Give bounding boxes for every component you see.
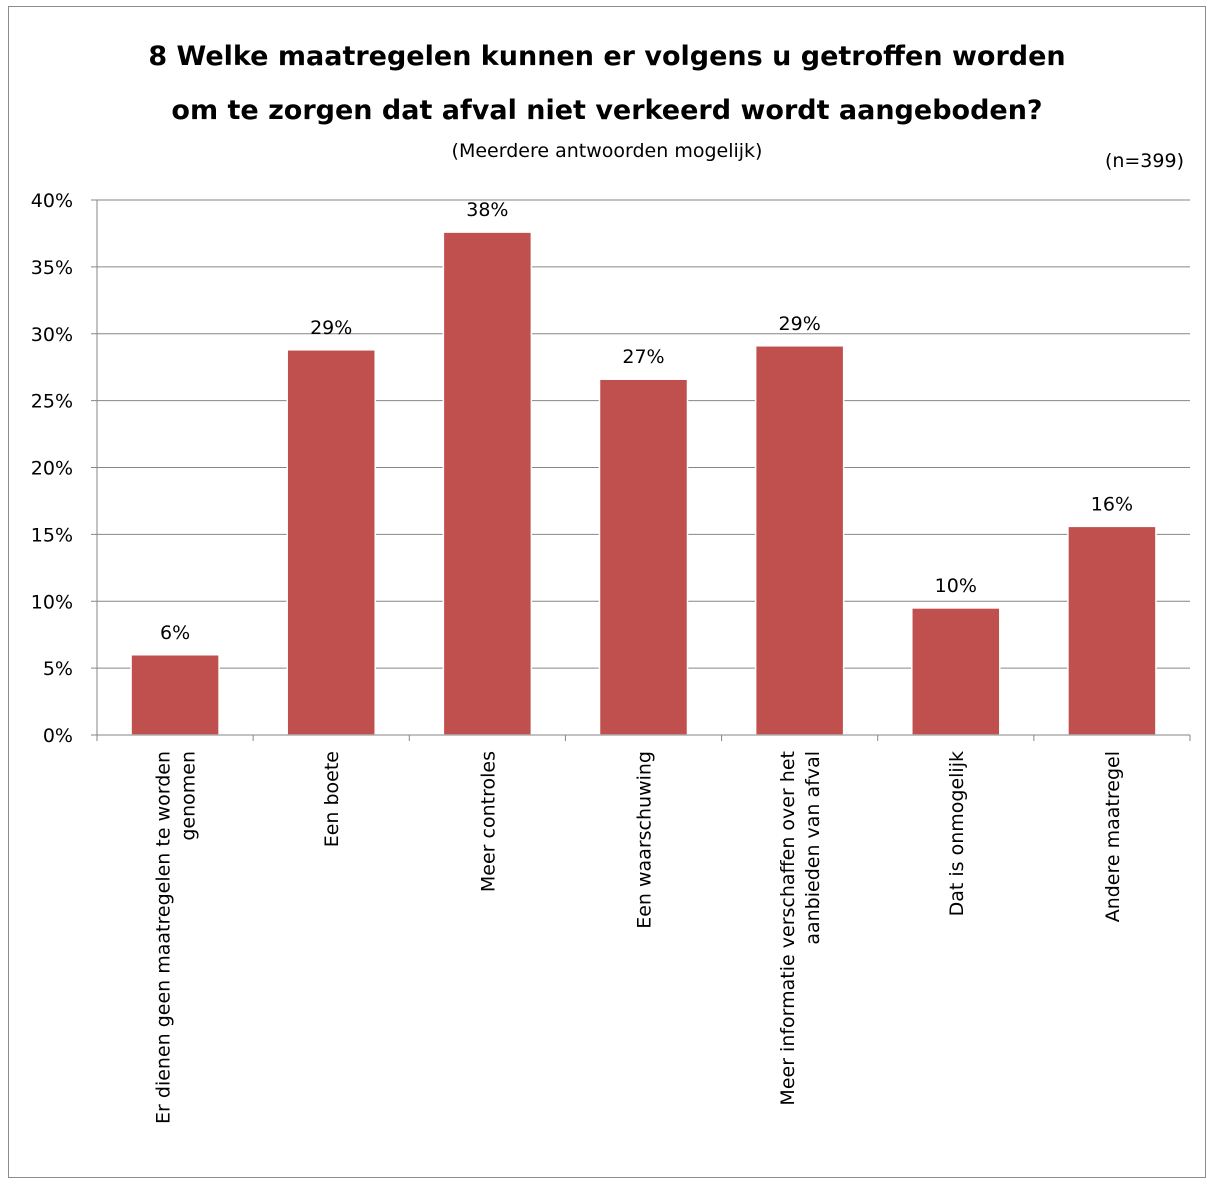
bar: [442, 231, 533, 736]
y-tick-label: 40%: [31, 190, 73, 212]
bar: [754, 345, 845, 736]
data-label: 6%: [160, 622, 190, 644]
y-tick-label: 25%: [31, 391, 73, 413]
chart-subtitle: (Meerdere antwoorden mogelijk): [451, 140, 763, 162]
data-label: 38%: [466, 199, 508, 221]
y-tick-label: 15%: [31, 524, 73, 546]
y-tick-label: 5%: [43, 658, 73, 680]
x-category-label: Meer controles: [477, 751, 499, 892]
x-category-label: Een boete: [321, 751, 343, 847]
bar: [911, 607, 1001, 736]
data-label: 29%: [310, 317, 352, 339]
y-tick-label: 35%: [31, 257, 73, 279]
x-category-label: Dat is onmogelijk: [946, 751, 968, 916]
chart-title-line-1: 8 Welke maatregelen kunnen er volgens u …: [148, 41, 1066, 72]
data-label: 29%: [779, 313, 821, 335]
y-tick-label: 10%: [31, 591, 73, 613]
sample-size-note: (n=399): [1104, 150, 1184, 172]
x-category-label: Meer informatie verschaffen over het: [777, 751, 799, 1106]
x-category-label: Er dienen geen maatregelen te worden: [153, 751, 175, 1124]
chart-title-line-2: om te zorgen dat afval niet verkeerd wor…: [171, 95, 1043, 126]
x-category-label: genomen: [178, 751, 200, 841]
data-label: 27%: [622, 346, 664, 368]
y-tick-label: 20%: [31, 458, 73, 480]
data-label: 10%: [935, 575, 977, 597]
bar: [1067, 525, 1157, 736]
bar: [598, 378, 689, 736]
chart-frame: [8, 6, 1206, 1178]
y-tick-label: 0%: [43, 725, 73, 747]
x-category-label: Een waarschuwing: [634, 751, 656, 929]
bar: [130, 654, 220, 736]
data-label: 16%: [1091, 493, 1133, 515]
x-category-label: Andere maatregel: [1102, 751, 1124, 922]
x-category-label: aanbieden van afval: [802, 751, 824, 945]
bar: [286, 349, 376, 736]
y-tick-label: 30%: [31, 324, 73, 346]
